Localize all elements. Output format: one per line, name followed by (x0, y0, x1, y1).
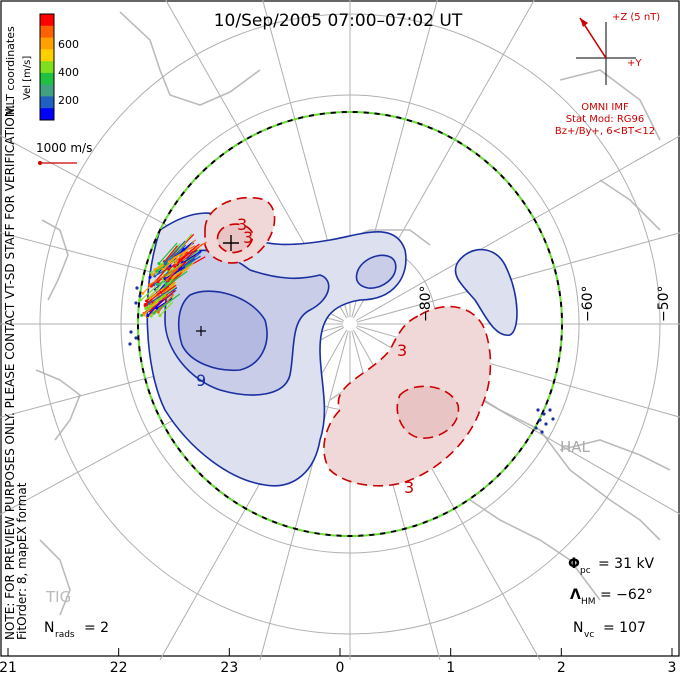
velocity-vector (158, 242, 178, 264)
imf-stat-mod: Stat Mod: RG96 (566, 114, 645, 125)
velocity-vector (149, 267, 179, 286)
velocity-vector (164, 266, 186, 280)
stat-lambda: Λ HM = −62° (570, 587, 653, 607)
stat-nvc-sub: vc (584, 630, 594, 640)
stat-nrads-sub: rads (55, 630, 75, 640)
stat-nrads: N rads = 2 (44, 620, 109, 640)
pole-marker (343, 317, 357, 331)
coords-label: MLT coordinates (4, 26, 17, 115)
velocity-vector (147, 299, 164, 317)
mlt-tick-label: 2 (557, 660, 566, 674)
colorbar-segment (40, 49, 54, 62)
station-hal: HAL (560, 438, 591, 456)
velocity-colorbar (39, 13, 55, 121)
velocity-vector (182, 249, 203, 264)
velocity-vector (150, 266, 169, 287)
colorbar-tick-600: 600 (58, 38, 79, 51)
velocity-vector (172, 262, 194, 279)
velocity-vector (148, 290, 169, 304)
colorbar-border (39, 13, 55, 121)
preview-note: NOTE: FOR PREVIEW PURPOSES ONLY. PLEASE … (3, 104, 17, 640)
velocity-vector (167, 261, 187, 282)
mlt-tick-label: 3 (668, 660, 677, 674)
negative-potential-cell (146, 212, 518, 487)
imf-z-label: +Z (5 nT) (612, 12, 660, 23)
colorbar-segment (40, 14, 54, 27)
stat-lambda-sub: HM (581, 597, 596, 607)
fit-order-note: FitOrder: 8, mapEX format (15, 482, 29, 640)
imf-y-label: +Y (627, 58, 642, 69)
colorbar-segment (40, 96, 54, 109)
mlt-axis: 21 22 23 0 1 2 3 (0, 648, 676, 674)
potential-min-marker (196, 326, 206, 336)
reference-vector (38, 161, 77, 165)
contour-label-2: 3 (397, 341, 407, 360)
velocity-vector (183, 251, 202, 268)
velocity-vector (140, 286, 157, 301)
mlt-tick-label: 0 (336, 660, 345, 674)
velocity-vector (153, 293, 181, 314)
colorbar-segment (40, 108, 54, 121)
stat-phi-symbol: Φ (568, 556, 580, 572)
stat-lambda-value: = −62° (600, 587, 653, 603)
velocity-vector (174, 252, 190, 268)
colorbar-segment (40, 37, 54, 50)
imf-condition: Bz+/By+, 6<BT<12 (555, 126, 655, 137)
contour-label-4: 3 (237, 215, 247, 234)
colorbar-tick-400: 400 (58, 66, 79, 79)
imf-diagram (576, 17, 636, 85)
stat-nvc-symbol: N (573, 620, 583, 636)
imf-source: OMNI IMF (581, 102, 629, 113)
radar-points-west (128, 286, 142, 346)
radar-points-hal (534, 408, 555, 434)
colorbar-tick-200: 200 (58, 94, 79, 107)
velocity-vector (169, 248, 189, 263)
mlt-tick-label: 23 (220, 660, 238, 674)
colorbar-segment (40, 25, 54, 39)
contour-label-1: 3 (243, 228, 253, 247)
stat-nvc: N vc = 107 (573, 620, 646, 640)
colorbar-segment (40, 84, 54, 97)
velocity-vector (164, 270, 188, 288)
chart-title: 10/Sep/2005 07:00–07:02 UT (214, 11, 463, 31)
mlt-tick-label: 22 (110, 660, 128, 674)
velocity-vector (156, 286, 177, 302)
stat-phi: Φ pc = 31 kV (568, 556, 655, 576)
contour-label-3: 3 (404, 478, 414, 497)
stat-nrads-symbol: N (44, 620, 54, 636)
velocity-vector (166, 262, 184, 281)
hm-boundary-green (137, 111, 563, 537)
stat-nrads-value: = 2 (84, 620, 109, 636)
velocity-vector (146, 304, 165, 318)
velocity-vectors (139, 233, 207, 319)
stat-lambda-symbol: Λ (570, 587, 581, 603)
velocity-vector (164, 240, 186, 263)
contour-label-5: 9 (196, 371, 206, 390)
lat-label-50: −50° (656, 285, 672, 322)
velocity-vector (157, 293, 175, 313)
colorbar-label: Vel [m/s] (22, 56, 33, 100)
colorbar-segment (40, 61, 54, 74)
velocity-vector (163, 245, 178, 262)
velocity-vector (179, 243, 200, 261)
velocity-vector (162, 257, 179, 270)
velocity-vector (159, 301, 174, 316)
stat-phi-sub: pc (580, 566, 591, 576)
mlt-tick-label: 1 (446, 660, 455, 674)
lat-label-60: −60° (580, 285, 596, 322)
stat-phi-value: = 31 kV (598, 556, 655, 572)
stat-nvc-value: = 107 (603, 620, 646, 636)
colorbar-segment (40, 72, 54, 86)
lat-label-80: −80° (418, 285, 434, 322)
potential-max-marker (223, 235, 239, 251)
mlt-tick-label: 21 (0, 660, 17, 674)
positive-potential-cell (204, 196, 492, 487)
reference-vector-label: 1000 m/s (36, 141, 92, 155)
velocity-vector (144, 286, 169, 305)
station-tig: TIG (45, 588, 71, 606)
